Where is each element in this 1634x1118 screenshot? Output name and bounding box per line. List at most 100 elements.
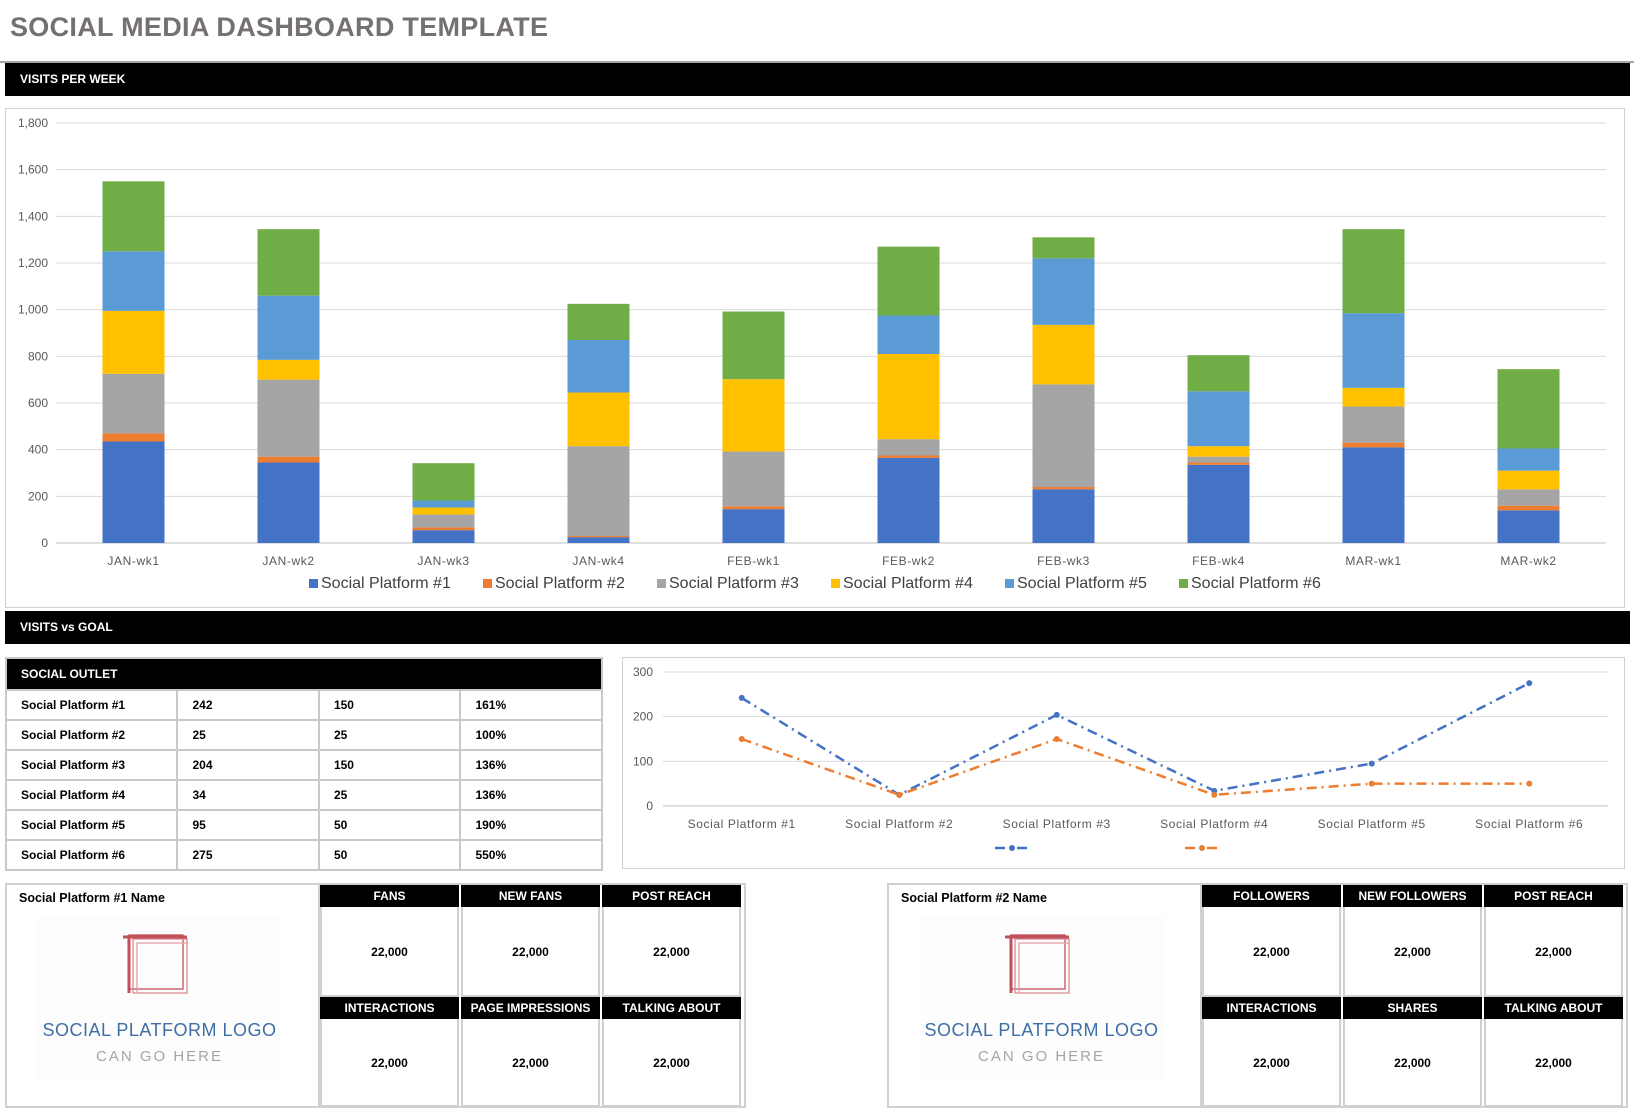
bar-segment bbox=[257, 295, 320, 360]
data-point bbox=[896, 791, 903, 798]
platform-name-cell: Social Platform #6 bbox=[4, 839, 179, 871]
series-line bbox=[741, 737, 1530, 797]
legend-marker bbox=[1199, 845, 1205, 851]
panel-divider bbox=[318, 885, 320, 1106]
bar-segment bbox=[1032, 324, 1095, 385]
bar-segment bbox=[877, 457, 940, 543]
y-tick-label: 1,600 bbox=[18, 163, 48, 177]
metric-value: 22,000 bbox=[1484, 1019, 1623, 1107]
metric-label: INTERACTIONS bbox=[320, 997, 459, 1019]
metric-value: 22,000 bbox=[602, 907, 741, 997]
legend-swatch bbox=[657, 579, 666, 588]
table-row: Social Platform #1 242 150 161% bbox=[4, 689, 603, 721]
bar-segment bbox=[1187, 462, 1250, 465]
bar-segment bbox=[1342, 387, 1405, 407]
y-tick-label: 1,800 bbox=[18, 116, 48, 130]
platform-name-cell: Social Platform #3 bbox=[4, 749, 179, 781]
data-point bbox=[1368, 760, 1375, 767]
platform-name-cell: Social Platform #4 bbox=[4, 779, 179, 811]
y-tick-label: 400 bbox=[28, 443, 48, 457]
metric-label: NEW FOLLOWERS bbox=[1343, 885, 1482, 907]
platform-name-cell: Social Platform #1 bbox=[4, 689, 179, 721]
bar-segment bbox=[1187, 391, 1250, 447]
metric-value: 22,000 bbox=[1202, 907, 1341, 997]
bar-segment bbox=[257, 456, 320, 463]
bar-segment bbox=[412, 463, 475, 501]
metric-label: FOLLOWERS bbox=[1202, 885, 1341, 907]
visits-cell: 34 bbox=[176, 779, 320, 811]
y-tick-label: 300 bbox=[633, 665, 653, 679]
percent-cell: 161% bbox=[459, 689, 603, 721]
metric-label: TALKING ABOUT bbox=[602, 997, 741, 1019]
bar-segment bbox=[1342, 447, 1405, 543]
bar-segment bbox=[412, 500, 475, 508]
bar-segment bbox=[102, 433, 165, 442]
y-tick-label: 600 bbox=[28, 396, 48, 410]
stacked-bar-chart: 0 200 400 600 800 1,000 1,200 1,400 1,600 1,800 JA… bbox=[18, 116, 1606, 592]
table-row: Social Platform #6 275 50 550% bbox=[4, 839, 603, 871]
logo-text: SOCIAL PLATFORM LOGO bbox=[42, 1020, 277, 1040]
bar-segment bbox=[877, 439, 940, 456]
legend-label: Social Platform #3 bbox=[669, 575, 799, 592]
bar-segment bbox=[1497, 505, 1560, 511]
y-tick-label: 0 bbox=[41, 536, 48, 550]
bar-segment bbox=[1187, 446, 1250, 457]
bar-segment bbox=[102, 441, 165, 543]
logo-placeholder: SOCIAL PLATFORM LOGO CAN GO HERE bbox=[919, 915, 1164, 1080]
panel-divider bbox=[1200, 885, 1202, 1106]
bar-segment bbox=[412, 527, 475, 531]
metric-value: 22,000 bbox=[1484, 907, 1623, 997]
legend-swatch bbox=[1005, 579, 1014, 588]
data-point bbox=[1053, 711, 1060, 718]
table-row: Social Platform #4 34 25 136% bbox=[4, 779, 603, 811]
table-row: Social Platform #2 25 25 100% bbox=[4, 719, 603, 751]
bar-segment bbox=[1342, 442, 1405, 448]
metric-value: 22,000 bbox=[320, 907, 459, 997]
metric-label: INTERACTIONS bbox=[1202, 997, 1341, 1019]
y-tick-label: 800 bbox=[28, 349, 48, 363]
x-tick-label: JAN-wk4 bbox=[572, 554, 624, 568]
platform-name: Social Platform #2 Name bbox=[901, 891, 1047, 905]
bar-segment bbox=[257, 379, 320, 457]
bar-segment bbox=[567, 446, 630, 536]
x-tick-label: Social Platform #6 bbox=[1475, 817, 1583, 831]
bar-segment bbox=[1187, 355, 1250, 392]
logo-frame-icon bbox=[123, 934, 188, 994]
goal-cell: 25 bbox=[317, 779, 462, 811]
bar-segment bbox=[722, 451, 785, 507]
bar-segment bbox=[877, 455, 940, 458]
data-point bbox=[1211, 791, 1218, 798]
bar-segment bbox=[1497, 489, 1560, 506]
visits-cell: 242 bbox=[176, 689, 320, 721]
legend-marker bbox=[1009, 845, 1015, 851]
bar-segment bbox=[1497, 470, 1560, 490]
y-tick-label: 0 bbox=[646, 799, 653, 813]
visits-cell: 204 bbox=[176, 749, 320, 781]
metric-label: FANS bbox=[320, 885, 459, 907]
visits-per-week-chart: 0 200 400 600 800 1,000 1,200 1,400 1,600 1,800 JA… bbox=[5, 108, 1625, 608]
bar-segment bbox=[102, 251, 165, 311]
bar-segment bbox=[1187, 456, 1250, 463]
bar-segment bbox=[722, 311, 785, 380]
line-chart: 0 100 200 300 Social Platform #1 Social Platf… bbox=[633, 665, 1608, 851]
metric-value: 22,000 bbox=[1343, 907, 1482, 997]
bar-segment bbox=[1497, 510, 1560, 543]
metric-value: 22,000 bbox=[461, 907, 600, 997]
y-tick-label: 1,000 bbox=[18, 303, 48, 317]
bar-segment bbox=[567, 340, 630, 393]
y-tick-label: 100 bbox=[633, 754, 653, 768]
platform-name-cell: Social Platform #5 bbox=[4, 809, 179, 841]
legend-label: Social Platform #2 bbox=[495, 575, 625, 592]
metric-value: 22,000 bbox=[1343, 1019, 1482, 1107]
bar-segment bbox=[877, 246, 940, 316]
metric-label: POST REACH bbox=[1484, 885, 1623, 907]
bar-segment bbox=[1342, 229, 1405, 314]
bar-segment bbox=[102, 310, 165, 374]
logo-placeholder: SOCIAL PLATFORM LOGO CAN GO HERE bbox=[37, 915, 282, 1080]
x-tick-label: FEB-wk2 bbox=[882, 554, 935, 568]
goal-table-header: SOCIAL OUTLET bbox=[5, 657, 603, 691]
bar-segment bbox=[1187, 464, 1250, 543]
visits-cell: 275 bbox=[176, 839, 320, 871]
legend-label: Social Platform #5 bbox=[1017, 575, 1147, 592]
legend-swatch bbox=[1179, 579, 1188, 588]
